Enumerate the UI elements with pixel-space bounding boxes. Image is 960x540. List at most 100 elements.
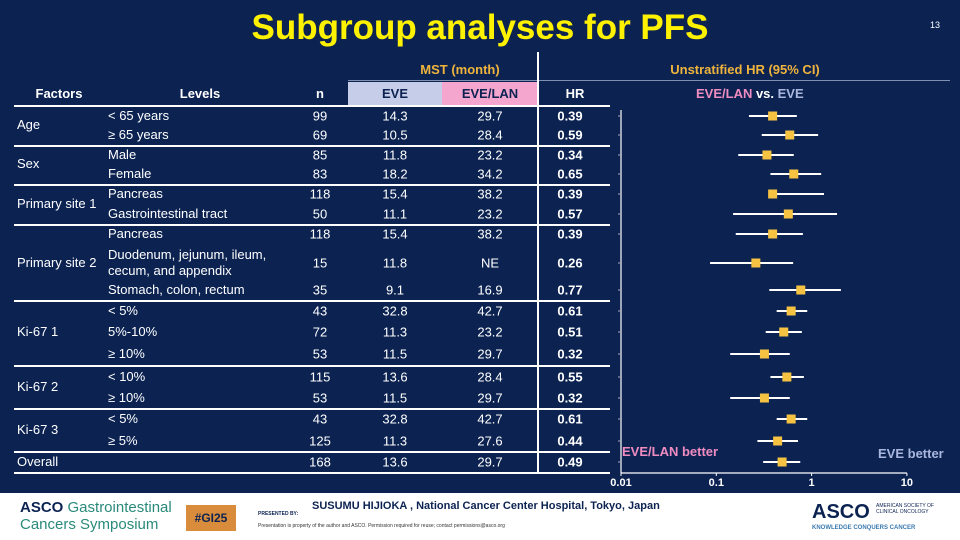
hr-value: 0.32 [557,346,583,362]
level-label: Stomach, colon, rectum [108,282,245,297]
legend-evelan: EVE/LAN [696,86,753,101]
eve-mst: 10.5 [382,127,408,143]
n-value: 83 [312,166,328,182]
n-header: n [316,86,324,101]
level-label: < 5% [108,303,138,318]
levels-header: Levels [179,86,221,101]
n-value: 125 [309,433,331,449]
eve-mst: 11.8 [382,147,408,163]
level-label: < 5% [108,411,138,426]
factor-label: Ki-67 1 [17,324,59,339]
hr-value: 0.32 [557,390,583,406]
hr-value: 0.49 [557,454,583,470]
hr-point [773,436,783,446]
hr-point [751,258,761,268]
group-divider [14,300,610,302]
slide-title: Subgroup analyses for PFS [251,8,709,47]
eve-mst: 32.8 [382,303,408,319]
factor-label: Sex [17,156,40,171]
hr-point [759,349,769,359]
hr-value: 0.61 [557,411,583,427]
hr-value: 0.39 [557,186,583,202]
logo-gi: Gastrointestinal [63,499,172,516]
evelan-mst: 29.7 [477,346,503,362]
asco-tagline: KNOWLEDGE CONQUERS CANCER [812,525,916,531]
level-label: Duodenum, jejunum, ileum, cecum, and app… [108,247,267,278]
evelan-mst: 34.2 [477,166,503,182]
eve-mst: 18.2 [382,166,408,182]
hr-point [782,372,792,382]
level-label: ≥ 5% [108,433,138,448]
hr-value: 0.55 [557,369,583,385]
forest-legend: EVE/LAN vs. EVE [696,86,804,101]
n-value: 115 [309,369,331,385]
hr-point [785,130,795,140]
evelan-mst: 23.2 [477,324,503,340]
evelan-mst: 28.4 [477,127,503,143]
eve-mst: 13.6 [382,369,408,385]
evelan-mst: 38.2 [477,186,503,202]
level-label: < 10% [108,369,146,384]
eve-mst: 11.5 [382,390,408,406]
level-label: Gastrointestinal tract [108,206,228,221]
evelan-mst: 23.2 [477,206,503,222]
copyright-notice: Presentation is property of the author a… [258,523,505,529]
eve-mst: 15.4 [382,226,408,242]
factor-label: Ki-67 3 [17,422,59,437]
eve-header: EVE [348,82,442,105]
n-value: 50 [312,206,328,222]
asco-logo-sub: AMERICAN SOCIETY OF CLINICAL ONCOLOGY [876,503,934,515]
n-value: 53 [312,346,328,362]
level-label: Pancreas [108,226,163,241]
page-number: 13 [929,20,940,30]
factor-label: Age [17,117,41,132]
n-value: 118 [309,226,331,242]
hr-value: 0.26 [557,255,583,271]
evelan-mst: 27.6 [477,433,503,449]
factor-label: Primary site 2 [17,255,97,270]
hr-value: 0.59 [557,127,583,143]
eve-mst: 32.8 [382,411,408,427]
evelan-mst: 42.7 [477,411,503,427]
hr-point [786,414,796,424]
hashtag-badge: #GI25 [186,505,236,531]
asco-logo: ASCO [812,501,870,523]
legend-eve: EVE [777,86,804,101]
hr-point [759,393,769,403]
group-divider [14,224,610,226]
eve-mst: 14.3 [382,108,408,124]
hr-ci-header: Unstratified HR (95% CI) [670,62,820,77]
hr-point [789,169,799,179]
n-value: 43 [312,303,328,319]
hr-value: 0.65 [557,166,583,182]
hr-point [768,111,778,121]
evelan-mst: 28.4 [477,369,503,385]
eve-mst: 11.3 [382,433,408,449]
group-divider [14,472,610,474]
evelan-mst: NE [480,255,500,271]
eve-mst: 9.1 [385,282,405,298]
n-value: 99 [312,108,328,124]
column-divider [537,52,539,472]
group-divider [14,145,610,147]
n-value: 72 [312,324,328,340]
evelan-mst: 29.7 [477,454,503,470]
asco-gi-logo: ASCO Gastrointestinal Cancers Symposium [20,499,172,533]
n-value: 118 [309,186,331,202]
evelan-mst: 16.9 [477,282,503,298]
hr-point [768,229,778,239]
presented-by: PRESENTED BY: [258,511,299,517]
presenter: SUSUMU HIJIOKA , National Cancer Center … [312,500,660,512]
mst-header: MST (month) [420,62,500,77]
eve-mst: 11.1 [382,206,408,222]
forest-plot: 0.01 0.1 1 10 [610,110,913,489]
n-value: 15 [312,255,328,271]
evelan-mst: 42.7 [477,303,503,319]
logo-asco: ASCO [20,499,64,516]
hr-value: 0.57 [557,206,583,222]
level-label: 5%-10% [108,324,158,339]
n-value: 53 [312,390,328,406]
hr-point [786,306,796,316]
level-label: ≥ 10% [108,390,145,405]
hr-value: 0.51 [557,324,583,340]
